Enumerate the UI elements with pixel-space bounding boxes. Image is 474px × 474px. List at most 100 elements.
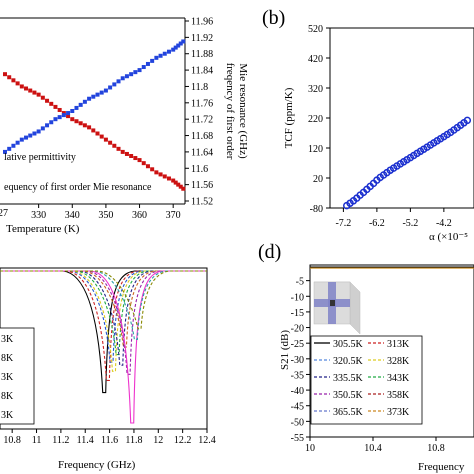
panel-a-legend-entry-1: lative permittivity (4, 152, 76, 163)
panel-a-point-series2 (181, 39, 186, 44)
panel-a-y-tick-label: 11.92 (191, 33, 213, 44)
panel-a-point-series2 (129, 72, 134, 77)
panel-a-series (3, 39, 186, 191)
panel-a-point-series1 (124, 151, 129, 156)
panel-b-y-ticks: -80 20 120 220 320 420 520 (308, 24, 330, 215)
panel-a-ylabel-line2: Mie resonance (GHz) (237, 63, 249, 159)
panel-a-point-series2 (133, 70, 138, 75)
panel-a-point-series2 (3, 149, 7, 154)
panel-a-point-series1 (32, 90, 37, 95)
panel-c-x-tick-label: 11.2 (52, 435, 69, 446)
panel-c-x-ticks: 10.8 11 11.2 11.4 11.6 11.8 12 12.2 12.4 (3, 429, 216, 446)
panel-a-point-series2 (103, 88, 108, 93)
panel-a-point-series2 (74, 105, 79, 110)
panel-a-point-series1 (95, 131, 100, 136)
panel-a-point-series1 (158, 172, 163, 177)
panel-a-y-tick-label: 11.68 (191, 131, 213, 142)
panel-a-point-series1 (24, 86, 29, 91)
panel-a-y-tick-label: 11.8 (191, 82, 208, 93)
panel-a-point-series1 (112, 143, 117, 148)
panel-c-legend-entry: 8K (1, 353, 14, 364)
panel-d-y-tick-label: -35 (291, 370, 304, 381)
panel-c: 10.8 11 11.2 11.4 11.6 11.8 12 12.2 12.4 Frequen… (0, 267, 216, 471)
panel-d-y-tick-label: -55 (291, 433, 304, 444)
panel-a-point-series2 (95, 92, 100, 97)
panel-d-legend-label: 365.5K (333, 407, 364, 418)
panel-a-point-series2 (99, 90, 104, 95)
panel-a-point-series2 (7, 146, 12, 151)
panel-b-y-tick-label: 120 (308, 144, 323, 155)
panel-c-legend-entry: 3K (1, 372, 14, 383)
panel-d-y-tick-label: -30 (291, 355, 304, 366)
panel-a-point-series2 (178, 41, 183, 46)
panel-c-curve (0, 270, 207, 340)
panel-a-x-ticks: 330 340 350 360 370 (31, 204, 181, 221)
panel-c-curve (0, 270, 207, 356)
panel-a-point-series2 (40, 126, 45, 131)
panel-d-y-tick-label: -15 (291, 308, 304, 319)
panel-b-y-tick-label: -80 (310, 204, 323, 215)
panel-a-point-series1 (141, 161, 146, 166)
panel-a-point-series2 (61, 113, 66, 118)
panel-d-y-tick-label: -10 (291, 292, 304, 303)
panel-c-curve (0, 270, 207, 381)
panel-a-x-tick-label: 350 (98, 210, 113, 221)
panel-b-y-tick-label: 220 (308, 114, 323, 125)
panel-c-legend-entry: 3K (1, 410, 14, 421)
panel-a-point-series2 (53, 117, 58, 122)
panel-a-point-series1 (99, 134, 104, 139)
panel-a-point-series2 (116, 79, 121, 84)
panel-a-y-tick-label: 11.6 (191, 164, 208, 175)
panel-a-point-series1 (171, 178, 176, 183)
panel-c-plot-frame (0, 267, 208, 430)
panel-d-legend-label: 328K (387, 356, 410, 367)
panel-a-point-series1 (11, 78, 16, 83)
panel-d-y-tick-label: -45 (291, 402, 304, 413)
panel-a-point-series2 (120, 76, 125, 81)
panel-d-x-tick-label: 10 (305, 443, 315, 454)
panel-a-xlabel: Temperature (K) (6, 223, 80, 235)
panel-a-point-series2 (171, 47, 176, 52)
panel-a-y-tick-label: 11.84 (191, 66, 213, 77)
panel-a-x-tick-label: 370 (166, 210, 181, 221)
panel-a-point-series1 (74, 119, 79, 124)
inset-center-resonator (330, 300, 335, 306)
panel-b-x-tick-label: -6.2 (369, 218, 385, 229)
panel-a-plot-area (0, 17, 186, 205)
panel-d-y-tick-label: -40 (291, 386, 304, 397)
panel-a-y-tick-label: 11.88 (191, 49, 213, 60)
panel-a-point-series2 (150, 58, 155, 63)
panel-c-xlabel: Frequency (GHz) (58, 459, 136, 471)
panel-c-curve (0, 270, 207, 394)
panel-c-series (0, 270, 207, 424)
panel-a-point-series1 (108, 140, 113, 145)
panel-b-series (342, 116, 472, 210)
panel-d-legend: 305.5K 313K 320.5K 328K 335.5K 343K 350.5K 358K… (314, 339, 410, 418)
panel-d: (d) -5-10-15-20-25-30-35-40-45-50-55 10 1… (258, 241, 474, 473)
panel-d-plot-frame (309, 264, 474, 438)
panel-a-point-series1 (78, 121, 83, 126)
panel-a-point-series2 (108, 85, 113, 90)
panel-c-curve (0, 270, 207, 330)
panel-a-point-series2 (19, 137, 24, 142)
panel-a-point-series2 (45, 123, 50, 128)
panel-c-curve (0, 270, 207, 424)
panel-c-x-tick-label: 11 (32, 435, 42, 446)
panel-a-y-tick-label: 11.52 (191, 197, 213, 208)
panel-a-x-tick-partial: 27 (0, 208, 8, 219)
panel-a-point-series2 (91, 94, 96, 99)
panel-a-point-series1 (137, 158, 142, 163)
panel-a-point-series1 (103, 137, 108, 142)
panel-b-x-tick-label: -7.2 (335, 218, 351, 229)
panel-a-y-tick-label: 11.96 (191, 17, 213, 28)
panel-c-curve (0, 270, 207, 372)
panel-a-point-series2 (145, 61, 150, 66)
panel-a-y-right-ticks: 11.96 11.92 11.88 11.84 11.8 11.76 11.72 11.68 1… (185, 17, 213, 208)
panel-a-point-series1 (162, 174, 167, 179)
panel-a-x-tick-label: 340 (65, 210, 80, 221)
panel-a-point-series2 (112, 82, 117, 87)
panel-a-point-series1 (181, 186, 186, 191)
panel-a-point-series1 (82, 123, 87, 128)
panel-a-point-series1 (19, 84, 24, 89)
panel-a-point-series1 (40, 95, 45, 100)
